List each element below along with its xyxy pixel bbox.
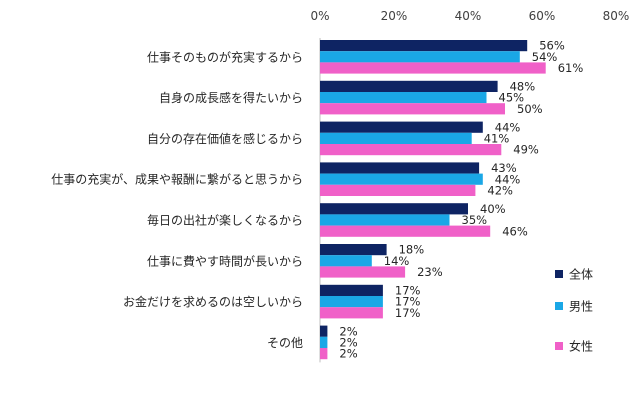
data-label: 17% <box>395 284 421 298</box>
bar <box>320 62 546 74</box>
bar <box>320 121 483 133</box>
data-label: 2% <box>339 347 357 361</box>
bar <box>320 40 528 52</box>
legend-item: 女性 <box>555 339 593 354</box>
x-tick-label: 40% <box>455 9 482 23</box>
bar <box>320 225 491 237</box>
data-label: 43% <box>491 161 517 175</box>
bar <box>320 51 520 63</box>
legend-label: 全体 <box>569 267 593 282</box>
legend-item: 全体 <box>555 267 593 282</box>
bar <box>320 144 502 156</box>
category-label: 毎日の出社が楽しくなるから <box>147 213 303 228</box>
x-tick-label: 80% <box>603 9 630 23</box>
legend-swatch <box>555 302 563 310</box>
data-labels: 56%48%44%43%40%18%17%2%54%45%41%44%35%14… <box>339 39 583 361</box>
bar <box>320 184 476 196</box>
data-label: 61% <box>558 61 584 75</box>
category-label: その他 <box>267 336 303 350</box>
bar <box>320 173 483 185</box>
bar <box>320 255 372 267</box>
bar <box>320 92 487 104</box>
bar <box>320 162 480 174</box>
data-label: 17% <box>395 295 421 309</box>
data-label: 48% <box>510 80 536 94</box>
bar <box>320 307 383 319</box>
bar <box>320 244 387 256</box>
data-label: 56% <box>539 39 565 53</box>
bar <box>320 266 406 278</box>
data-label: 23% <box>417 265 443 279</box>
bar <box>320 214 450 226</box>
bar <box>320 284 383 296</box>
category-label: 自身の成長感を得たいから <box>159 90 303 105</box>
data-label: 46% <box>502 224 528 238</box>
legend-label: 男性 <box>569 300 593 314</box>
data-label: 42% <box>487 184 513 198</box>
data-label: 44% <box>495 120 521 134</box>
data-label: 45% <box>499 91 525 105</box>
bar <box>320 348 328 360</box>
x-axis-ticks: 0% 20% 40% 60% 80% <box>310 9 629 23</box>
data-label: 18% <box>399 243 425 257</box>
data-label: 49% <box>513 143 539 157</box>
category-label: 仕事の充実が、成果や報酬に繋がると思うから <box>51 172 303 187</box>
data-label: 41% <box>484 132 510 146</box>
legend-item: 男性 <box>555 300 593 314</box>
data-label: 2% <box>339 324 357 338</box>
bar <box>320 132 472 144</box>
data-label: 44% <box>495 172 521 186</box>
category-label: 仕事そのものが充実するから <box>147 49 303 64</box>
category-labels: 仕事そのものが充実するから自身の成長感を得たいから自分の存在価値を感じるから仕事… <box>51 49 303 350</box>
x-tick-label: 60% <box>529 9 556 23</box>
data-label: 50% <box>517 102 543 116</box>
data-label: 54% <box>532 50 558 64</box>
legend-label: 女性 <box>569 339 593 354</box>
data-label: 40% <box>480 202 506 216</box>
bar <box>320 296 383 308</box>
bars <box>320 40 546 360</box>
x-tick-label: 20% <box>381 9 408 23</box>
data-label: 14% <box>384 254 410 268</box>
category-label: お金だけを求めるのは空しいから <box>123 294 303 309</box>
bar <box>320 325 328 337</box>
category-label: 自分の存在価値を感じるから <box>147 131 303 146</box>
bar <box>320 203 468 215</box>
bar <box>320 336 328 348</box>
category-label: 仕事に費やす時間が長いから <box>147 253 303 268</box>
data-label: 35% <box>462 213 488 227</box>
legend-swatch <box>555 342 563 350</box>
bar <box>320 80 498 92</box>
x-tick-label: 0% <box>310 9 329 23</box>
data-label: 17% <box>395 306 421 320</box>
bar <box>320 103 505 115</box>
data-label: 2% <box>339 336 357 350</box>
legend-swatch <box>555 270 563 278</box>
